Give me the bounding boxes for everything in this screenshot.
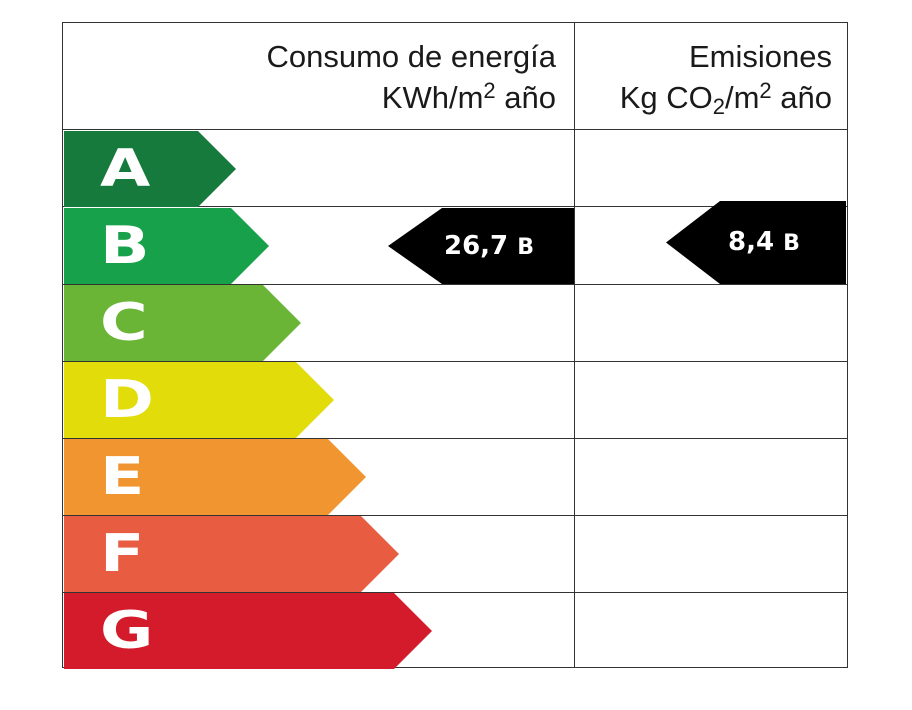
row-divider [62, 515, 848, 516]
energy-consumption-header: Consumo de energía KWh/m2 año [62, 22, 574, 130]
row-divider [62, 129, 848, 130]
emissions-rating-class: B [783, 231, 800, 256]
row-divider [62, 438, 848, 439]
class-letter-g: G [100, 601, 154, 661]
class-arrow-e: E [64, 439, 366, 515]
energy-unit-suffix: año [495, 80, 556, 115]
class-letter-b: B [100, 216, 150, 276]
emissions-header: Emisiones Kg CO2/m2 año [575, 22, 848, 130]
emissions-unit-subscript: 2 [712, 94, 725, 119]
class-arrow-a: A [64, 131, 236, 207]
row-divider [62, 592, 848, 593]
row-divider [62, 361, 848, 362]
class-arrow-c: C [64, 285, 301, 361]
emissions-unit-prefix: Kg CO [619, 80, 713, 115]
emissions-rating-value: 8,4 [728, 227, 775, 257]
column-divider [574, 22, 575, 668]
class-letter-a: A [100, 139, 151, 199]
class-letter-f: F [100, 524, 145, 584]
class-arrow-g: G [64, 593, 432, 669]
class-letter-d: D [100, 370, 154, 430]
class-letter-e: E [100, 447, 145, 507]
class-letter-c: C [100, 293, 148, 353]
energy-unit-superscript: 2 [483, 78, 496, 103]
class-arrow-d: D [64, 362, 334, 438]
class-arrow-f: F [64, 516, 399, 592]
energy-rating-text: 26,7 B [444, 208, 534, 284]
row-divider [62, 206, 848, 207]
energy-label-table [62, 22, 848, 668]
energy-header-title: Consumo de energía [266, 39, 556, 74]
class-arrow-b: B [64, 208, 269, 284]
emissions-unit-suffix: año [771, 80, 832, 115]
energy-rating-value: 26,7 [444, 231, 509, 261]
emissions-header-title: Emisiones [689, 39, 832, 74]
emissions-header-unit: Kg CO2/m2 año [575, 77, 832, 118]
energy-header-unit: KWh/m2 año [62, 77, 556, 118]
energy-unit-prefix: KWh/m [381, 80, 484, 115]
emissions-rating-text: 8,4 B [728, 201, 800, 284]
emissions-unit-superscript: 2 [759, 78, 772, 103]
row-divider [62, 284, 848, 285]
emissions-unit-middle: /m [724, 80, 760, 115]
energy-rating-class: B [517, 235, 534, 260]
